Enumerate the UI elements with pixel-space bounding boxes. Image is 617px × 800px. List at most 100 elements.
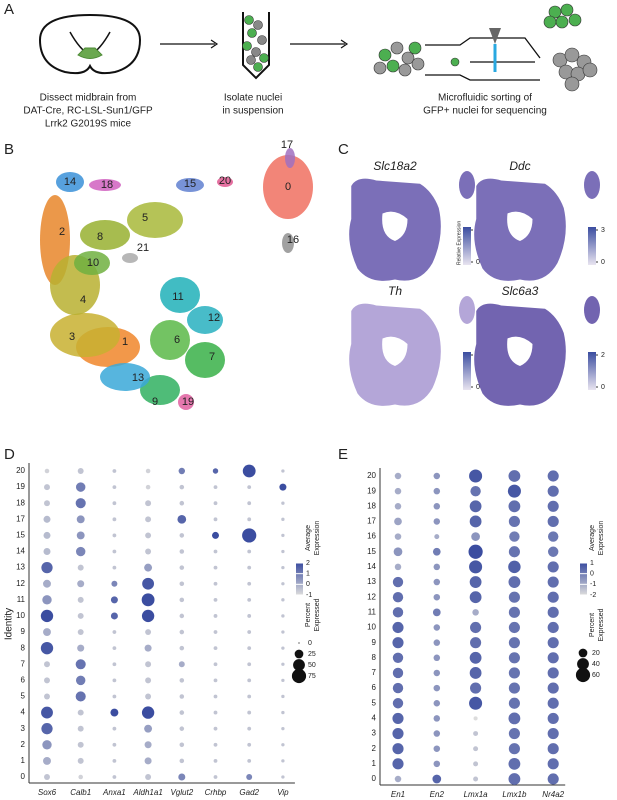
label: -2 [590, 592, 596, 599]
label: 0 [372, 774, 377, 783]
dot [392, 712, 404, 724]
dot [547, 727, 559, 740]
dot [547, 470, 559, 482]
size-legend-dot [298, 642, 300, 644]
nucleus [568, 13, 582, 27]
dot [43, 628, 51, 637]
dot [469, 500, 482, 513]
cluster-region [140, 375, 180, 405]
dot [213, 630, 218, 634]
dot [393, 547, 403, 557]
dot [76, 531, 85, 540]
cluster-region [282, 233, 294, 253]
dot [281, 743, 285, 747]
nucleus [401, 51, 415, 65]
label: 14 [16, 547, 25, 556]
dot [242, 464, 256, 478]
label: Sox6 [38, 788, 57, 797]
umap [40, 148, 313, 410]
dot [433, 760, 441, 768]
cluster-region [285, 148, 295, 168]
dot [144, 741, 152, 749]
dot [247, 630, 252, 634]
dot [469, 515, 482, 528]
cluster-region [187, 306, 223, 334]
dot [78, 774, 83, 780]
dot [75, 691, 86, 702]
dot [433, 518, 441, 525]
dot [281, 565, 285, 570]
dot [508, 500, 521, 513]
dot [392, 621, 404, 634]
dot [213, 597, 218, 602]
dot [213, 565, 218, 570]
label: 9 [152, 396, 158, 408]
dot [281, 598, 285, 602]
nucleus [242, 41, 252, 51]
label: 50 [308, 662, 316, 669]
nucleus [555, 15, 569, 29]
dot [247, 662, 252, 667]
dot [508, 576, 521, 588]
dot [77, 468, 84, 474]
dot [179, 549, 185, 554]
label: 1 [21, 756, 26, 765]
label: 17 [16, 514, 25, 523]
nucleus [247, 28, 257, 38]
dot [508, 667, 520, 679]
label: 0 [476, 384, 480, 391]
dot [242, 528, 257, 543]
dot [469, 560, 483, 574]
dot [44, 774, 50, 780]
label: 60 [592, 672, 600, 679]
cluster-region [185, 342, 225, 378]
dot [145, 677, 152, 684]
dot [547, 561, 559, 573]
colorbar [588, 227, 596, 265]
label: Vglut2 [170, 788, 193, 797]
dot [281, 517, 285, 521]
label: 4 [372, 714, 377, 723]
label: 1 [372, 759, 377, 768]
cluster-region [80, 220, 130, 250]
dot [547, 606, 559, 618]
cluster-region [178, 394, 194, 410]
cluster-region [127, 202, 183, 238]
label: 21 [137, 242, 149, 254]
dot [110, 612, 118, 620]
label: 18 [101, 179, 113, 191]
dot [392, 682, 404, 694]
label: 12 [367, 592, 376, 601]
brain-outline [38, 13, 142, 75]
dot [211, 531, 220, 539]
dot [41, 561, 53, 574]
nucleus [390, 41, 404, 55]
label: Anxa1 [102, 788, 126, 797]
label: Average [305, 525, 312, 551]
colorbar [588, 352, 596, 390]
nucleus [564, 47, 580, 63]
dot [508, 712, 521, 725]
dot [43, 515, 51, 523]
label: 7 [209, 351, 215, 363]
dot [281, 727, 285, 731]
dot [547, 712, 559, 724]
feature-map [349, 303, 441, 406]
dot [469, 591, 482, 604]
label: -1 [306, 592, 312, 599]
dot [43, 579, 51, 588]
nucleus [548, 5, 562, 19]
label: 16 [367, 532, 376, 541]
dot [470, 621, 482, 634]
dot [394, 517, 402, 526]
label: D [4, 446, 15, 463]
label: 6 [372, 683, 377, 692]
dot [433, 487, 441, 495]
dot [433, 563, 441, 571]
label: 5 [142, 212, 148, 224]
dot [44, 661, 50, 668]
label: 8 [372, 653, 377, 662]
cluster-region [50, 313, 120, 357]
label: Lrrk2 G2019S mice [45, 119, 132, 130]
label: Gad2 [239, 788, 259, 797]
